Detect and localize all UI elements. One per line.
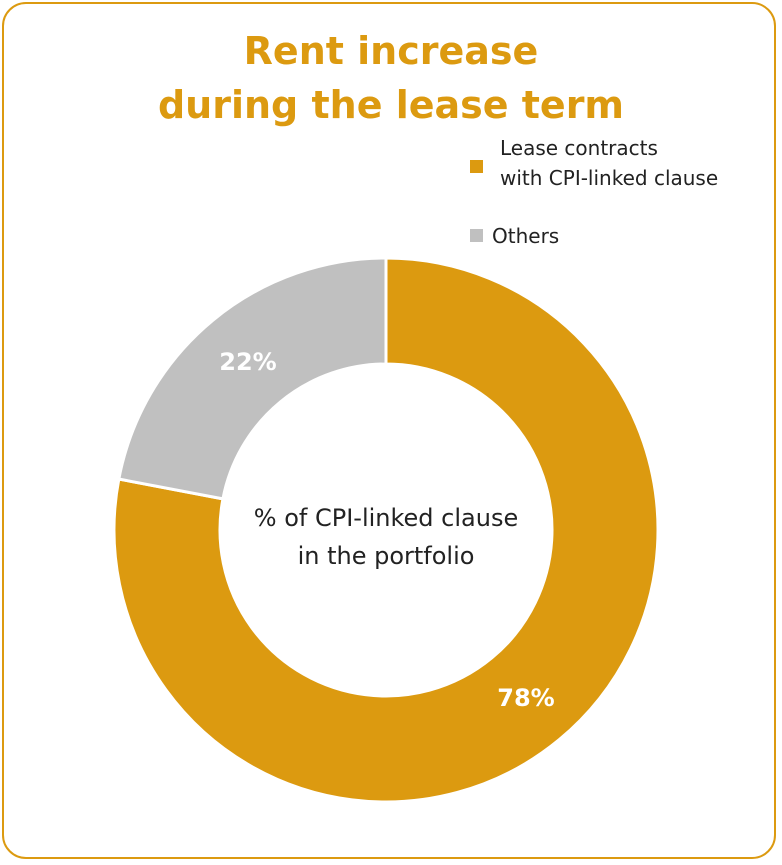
donut-slice-others <box>117 256 388 501</box>
center-label-line-2: in the portfolio <box>298 542 475 570</box>
donut-slices <box>112 256 660 804</box>
slice-label-cpi: 78% <box>497 684 554 712</box>
chart-title-line-1: Rent increase <box>243 29 539 73</box>
chart-title-line-2: during the lease term <box>157 83 625 127</box>
slice-label-others: 22% <box>219 348 276 376</box>
legend-label-cpi-line-1: Lease contracts <box>500 136 658 160</box>
center-label-line-1: % of CPI-linked clause <box>254 504 518 532</box>
legend-label-cpi-line-2: with CPI-linked clause <box>500 166 719 190</box>
legend-label-others: Others <box>492 224 560 248</box>
legend-swatch-cpi <box>470 160 483 173</box>
legend-swatch-others <box>470 229 483 242</box>
donut-slice-cpi <box>112 256 660 804</box>
